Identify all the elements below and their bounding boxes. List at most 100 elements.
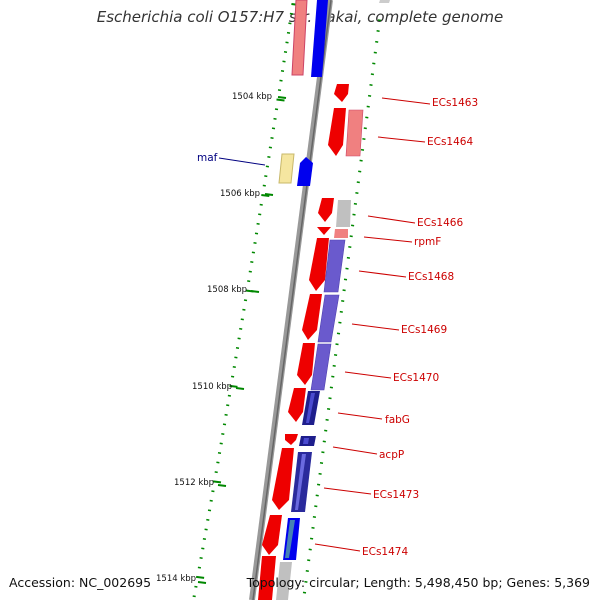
tick-mark bbox=[280, 70, 285, 73]
tick-mark bbox=[199, 557, 203, 560]
gene-label-ecs1463[interactable]: ECs1463 bbox=[432, 97, 478, 109]
tick-mark bbox=[259, 203, 263, 206]
outer-tick-mark bbox=[332, 364, 336, 367]
major-tick-mark bbox=[277, 96, 287, 99]
tick-mark bbox=[240, 318, 244, 321]
gene-label-ecs1470[interactable]: ECs1470 bbox=[393, 372, 439, 384]
outer-tick-mark bbox=[321, 451, 325, 454]
tick-mark bbox=[211, 490, 215, 493]
outer-tick-mark bbox=[316, 483, 321, 486]
gene-label-ecs1466[interactable]: ECs1466 bbox=[417, 217, 463, 229]
outer-tick-mark bbox=[376, 30, 380, 33]
outer-tick-mark bbox=[338, 321, 342, 324]
tick-mark bbox=[224, 413, 228, 416]
gene-label-fabg[interactable]: fabG bbox=[385, 414, 410, 426]
tick-mark bbox=[209, 499, 213, 502]
gene-label-rpmf[interactable]: rpmF bbox=[414, 236, 441, 248]
maf-gene bbox=[278, 153, 313, 186]
tick-mark bbox=[226, 404, 230, 407]
scale-label-1510: 1510 kbp bbox=[192, 382, 232, 392]
tick-mark bbox=[235, 346, 240, 349]
tick-mark bbox=[216, 461, 220, 464]
gene-label-ecs1469[interactable]: ECs1469 bbox=[401, 324, 447, 336]
tick-mark bbox=[256, 222, 260, 225]
outer-tick-mark bbox=[375, 40, 379, 43]
label-leaders bbox=[218, 97, 431, 552]
outer-tick-mark bbox=[328, 397, 332, 400]
outer-tick-mark bbox=[331, 375, 335, 378]
accession-text: Accession: NC_002695 bbox=[9, 575, 152, 590]
outer-tick-mark bbox=[318, 472, 322, 475]
outer-tick-mark bbox=[360, 148, 365, 151]
tick-mark bbox=[274, 108, 279, 111]
gene-label-ecs1473[interactable]: ECs1473 bbox=[373, 489, 419, 501]
tick-mark bbox=[285, 41, 289, 44]
outer-tick-mark bbox=[341, 300, 345, 303]
tick-mark bbox=[222, 423, 227, 426]
tick-mark bbox=[230, 375, 235, 378]
tick-mark bbox=[195, 575, 205, 579]
outer-tick-mark bbox=[362, 138, 366, 141]
outer-tick-mark bbox=[348, 246, 352, 249]
tick-mark bbox=[217, 452, 222, 455]
outer-tick-mark bbox=[346, 256, 351, 259]
tick-mark bbox=[229, 384, 238, 388]
gene-label-ecs1468[interactable]: ECs1468 bbox=[408, 271, 454, 283]
tick-mark bbox=[286, 31, 291, 34]
tick-mark bbox=[214, 471, 218, 474]
outer-tick-mark bbox=[315, 494, 319, 497]
tick-mark bbox=[197, 566, 202, 569]
tick-mark bbox=[247, 280, 251, 283]
gene-labels: maf ECs1463 ECs1464 ECs1466 rpmF ECs1468… bbox=[197, 97, 478, 558]
tick-mark bbox=[289, 12, 294, 15]
outer-tick-mark bbox=[355, 192, 359, 195]
tick-mark bbox=[227, 394, 232, 397]
tick-mark bbox=[271, 127, 276, 130]
outer-tick-mark bbox=[312, 516, 317, 519]
outer-tick-mark bbox=[373, 51, 377, 54]
tick-mark bbox=[206, 518, 210, 521]
tick-mark bbox=[192, 595, 196, 598]
outer-tick-mark bbox=[358, 170, 362, 173]
outer-tick-mark bbox=[326, 408, 331, 411]
scale-labels: 1504 kbp 1506 kbp 1508 kbp 1510 kbp 1512… bbox=[156, 92, 272, 584]
gene-label-acpp[interactable]: acpP bbox=[379, 449, 404, 461]
outer-tick-mark bbox=[324, 429, 328, 432]
tick-mark bbox=[204, 528, 208, 531]
tick-mark bbox=[239, 327, 243, 330]
tick-mark bbox=[234, 356, 238, 359]
outer-tick-mark bbox=[329, 386, 334, 389]
outer-tick-mark bbox=[308, 548, 312, 551]
outer-tick-mark bbox=[372, 62, 376, 65]
outer-tick-mark bbox=[352, 213, 356, 216]
outer-tick-mark bbox=[349, 235, 353, 238]
tick-mark bbox=[232, 366, 236, 369]
major-tick-mark bbox=[197, 581, 207, 584]
tick-mark bbox=[273, 117, 277, 120]
outer-dot-ring bbox=[302, 19, 382, 594]
outer-tick-mark bbox=[339, 310, 343, 313]
gene-label-maf[interactable]: maf bbox=[197, 152, 218, 164]
outer-tick-mark bbox=[370, 73, 375, 76]
scale-label-1512: 1512 kbp bbox=[174, 478, 214, 488]
gene-label-ecs1464[interactable]: ECs1464 bbox=[427, 136, 473, 148]
tick-mark bbox=[219, 442, 223, 445]
outer-tick-mark bbox=[366, 105, 370, 108]
gene-blocks bbox=[258, 0, 390, 600]
tick-mark bbox=[253, 241, 257, 244]
outer-tick-mark bbox=[353, 202, 358, 205]
tick-mark bbox=[221, 432, 225, 435]
tick-mark bbox=[264, 175, 268, 178]
outer-tick-mark bbox=[309, 537, 314, 540]
outer-tick-mark bbox=[311, 526, 315, 529]
gene-label-ecs1474[interactable]: ECs1474 bbox=[362, 546, 408, 558]
tick-mark bbox=[201, 547, 205, 550]
tick-mark bbox=[267, 156, 271, 159]
topology-text: Topology: circular; Length: 5,498,450 bp… bbox=[246, 575, 590, 590]
tick-mark bbox=[202, 537, 207, 540]
outer-tick-mark bbox=[377, 19, 382, 22]
outer-tick-mark bbox=[367, 94, 372, 97]
tick-mark bbox=[262, 184, 266, 187]
